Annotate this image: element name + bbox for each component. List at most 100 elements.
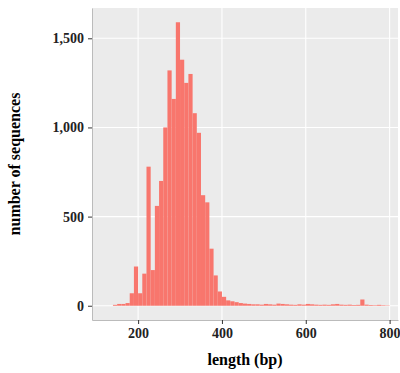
bar <box>339 305 343 306</box>
tick-label: 200 <box>128 326 149 341</box>
bar <box>214 275 218 305</box>
bar <box>264 304 268 306</box>
bar <box>188 74 192 306</box>
tick: 200 <box>128 320 149 341</box>
tick-mark <box>88 38 92 39</box>
tick: 500 <box>63 210 92 225</box>
bar <box>356 304 360 306</box>
bar <box>218 291 222 305</box>
bar <box>130 293 134 305</box>
bar <box>281 304 285 306</box>
plot-background <box>92 8 398 320</box>
grid-line <box>221 8 222 320</box>
tick: 800 <box>380 320 400 341</box>
bar <box>159 181 163 306</box>
bar <box>260 305 264 306</box>
bar <box>121 304 125 306</box>
tick-mark <box>88 127 92 128</box>
bar <box>268 304 272 305</box>
bar <box>293 304 297 306</box>
chart: 20040060080005001,0001,500length (bp)num… <box>0 0 400 373</box>
bar <box>364 305 368 306</box>
bar <box>167 70 171 305</box>
bar <box>222 297 226 306</box>
tick-mark <box>138 320 139 324</box>
tick-label: 1,500 <box>53 31 85 46</box>
x-axis-title: length (bp) <box>207 351 282 369</box>
bar <box>331 304 335 305</box>
bar <box>272 305 276 306</box>
tick: 400 <box>212 320 233 341</box>
tick-label: 1,000 <box>53 120 85 135</box>
tick-mark <box>390 320 391 324</box>
y-axis: 0 500 1,000 1,500 <box>53 9 93 321</box>
tick-label: 400 <box>212 326 233 341</box>
bar <box>172 99 176 306</box>
bar <box>247 304 251 306</box>
bar <box>377 304 381 306</box>
bar <box>302 305 306 306</box>
bars <box>113 22 390 305</box>
bar <box>310 304 314 305</box>
tick: 1,000 <box>53 120 93 135</box>
bar <box>193 113 197 306</box>
tick-mark <box>222 320 223 324</box>
bar <box>134 267 138 306</box>
x-axis: 200 400 600 800 <box>93 320 400 341</box>
bar <box>318 304 322 306</box>
bar <box>381 305 385 307</box>
grid-line <box>389 8 390 320</box>
bar <box>360 299 364 305</box>
bar <box>201 195 205 306</box>
bar <box>235 302 239 306</box>
bar <box>176 22 180 305</box>
bar <box>255 304 259 305</box>
bar <box>205 202 209 305</box>
bar <box>113 304 117 306</box>
bar <box>306 304 310 306</box>
bar <box>239 303 243 306</box>
plot: 200 400 600 800 0 500 1,000 1,500 <box>53 8 400 341</box>
bar <box>285 304 289 305</box>
tick: 0 <box>77 299 92 314</box>
tick-label: 0 <box>77 299 84 314</box>
grid-line <box>92 127 398 128</box>
bar <box>251 304 255 305</box>
bar <box>289 305 293 306</box>
grid-line <box>92 216 398 217</box>
bar <box>314 305 318 306</box>
bar <box>373 305 377 307</box>
bar <box>151 270 155 306</box>
tick-mark <box>306 320 307 324</box>
grid-line <box>305 8 306 320</box>
bar <box>180 60 184 306</box>
bar <box>297 304 301 305</box>
bar <box>184 83 188 306</box>
bar <box>230 301 234 305</box>
axis-line <box>92 9 93 321</box>
bar <box>117 304 121 306</box>
bar <box>352 305 356 307</box>
bar <box>226 300 230 305</box>
tick: 1,500 <box>53 31 93 46</box>
grid <box>92 8 398 320</box>
bar <box>327 304 331 306</box>
bar <box>344 304 348 306</box>
grid-line <box>92 38 398 39</box>
bar <box>335 304 339 306</box>
bar <box>163 127 167 305</box>
bar <box>126 303 130 306</box>
bar <box>348 305 352 306</box>
bar <box>146 167 150 306</box>
bar <box>138 293 142 305</box>
tick-mark <box>88 217 92 218</box>
bar <box>155 206 159 306</box>
bar <box>276 304 280 306</box>
bar <box>243 304 247 306</box>
bar <box>369 305 373 307</box>
tick-label: 800 <box>380 326 400 341</box>
bar <box>197 133 201 306</box>
bar <box>385 305 389 306</box>
tick-label: 600 <box>296 326 317 341</box>
tick-label: 500 <box>63 210 84 225</box>
